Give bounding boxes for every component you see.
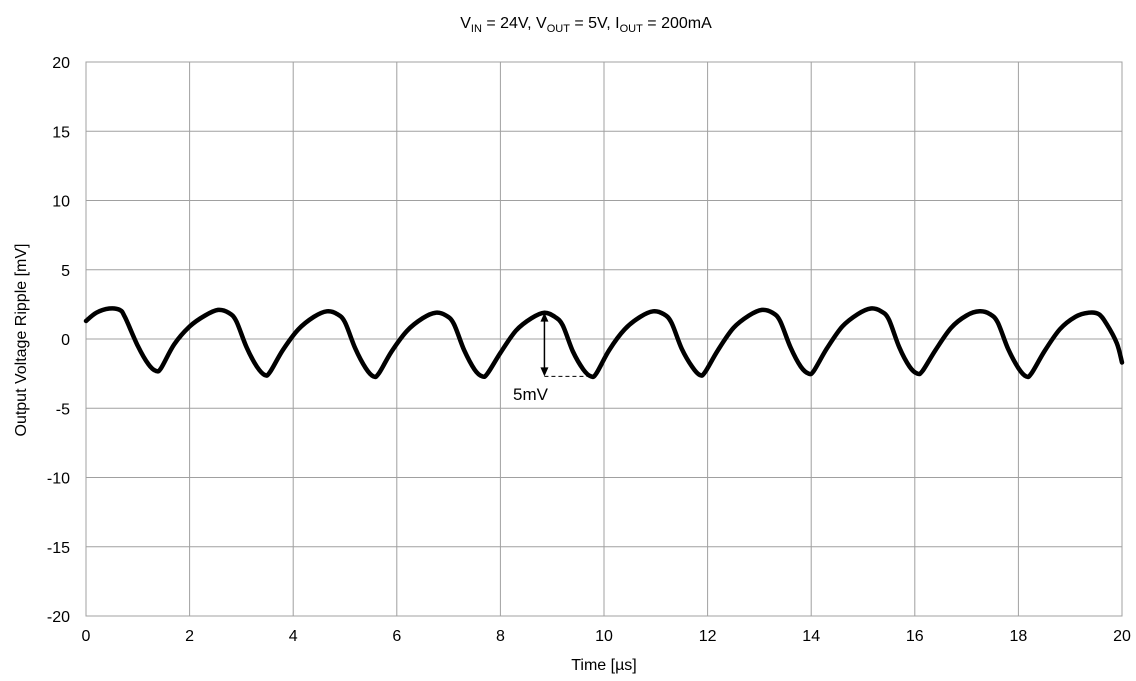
x-tick-label: 2 (185, 628, 194, 645)
y-tick-label: 0 (61, 332, 70, 349)
y-tick-label: 10 (52, 194, 70, 211)
y-tick-label: -5 (56, 401, 70, 418)
x-tick-label: 8 (496, 628, 505, 645)
chart-title: VIN = 24V, VOUT = 5V, IOUT = 200mA (460, 15, 712, 35)
y-tick-labels: 20 15 10 5 0 -5 -10 -15 -20 (47, 55, 70, 626)
y-tick-label: 20 (52, 55, 70, 72)
grid-lines (85, 61, 1123, 617)
x-tick-label: 20 (1113, 628, 1131, 645)
y-tick-label: -20 (47, 609, 70, 626)
series-layer (83, 306, 1125, 380)
x-axis-label: Time [µs] (571, 657, 637, 674)
y-tick-label: 15 (52, 124, 70, 141)
x-tick-label: 12 (699, 628, 717, 645)
annotation-label: 5mV (513, 385, 549, 404)
plot-frame (85, 61, 1123, 617)
y-tick-label: 5 (61, 263, 70, 280)
x-tick-label: 18 (1010, 628, 1028, 645)
x-tick-label: 16 (906, 628, 924, 645)
ripple-annotation: 5mV (513, 312, 589, 404)
x-tick-label: 6 (392, 628, 401, 645)
x-tick-labels: 0 2 4 6 8 10 12 14 16 18 20 (82, 628, 1131, 645)
x-tick-label: 0 (82, 628, 91, 645)
x-tick-label: 14 (802, 628, 820, 645)
y-axis-label: Output Voltage Ripple [mV] (13, 244, 30, 437)
annotation-arrowhead-bottom (540, 367, 549, 377)
x-tick-label: 10 (595, 628, 613, 645)
y-tick-label: -15 (47, 540, 70, 557)
x-tick-label: 4 (289, 628, 298, 645)
y-tick-label: -10 (47, 471, 70, 488)
ripple-series-line (83, 306, 1125, 380)
annotation-arrowhead-top (540, 312, 549, 322)
